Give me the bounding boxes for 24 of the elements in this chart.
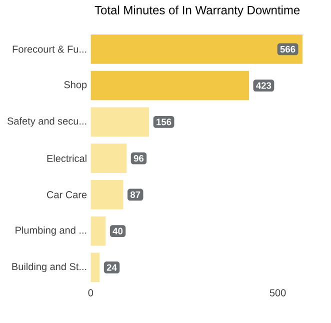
chart-title: Total Minutes of In Warranty Downtime [94,6,300,17]
x-tick-label: 0 [88,289,94,296]
y-tick-label: Plumbing and ... [16,226,86,236]
y-tick-label: Safety and secu... [7,117,86,127]
y-tick-label: Shop [64,80,87,90]
bar [90,107,150,137]
bar [90,144,127,173]
data-label: 566 [280,46,296,52]
bar [90,216,106,246]
data-label: 423 [256,82,272,89]
bar [90,70,249,100]
y-tick-label: Forecourt & Fu... [12,46,86,53]
y-tick-label: Building and St... [12,262,86,272]
bar [90,34,303,64]
y-tick-label: Electrical [47,154,86,162]
x-tick-label: 500 [270,289,286,296]
data-label: 40 [112,228,123,234]
y-tick-label: Car Care [47,191,87,198]
data-label: 87 [130,191,140,198]
bar [90,252,100,282]
bar [90,180,124,210]
data-label: 24 [106,264,117,271]
data-label: 156 [156,118,172,126]
data-label: 96 [134,155,144,162]
